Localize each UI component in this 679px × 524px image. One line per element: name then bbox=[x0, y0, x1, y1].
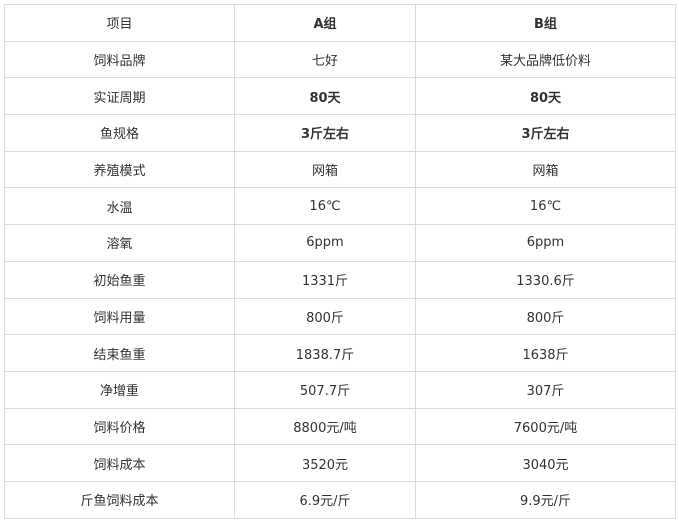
group-b-cell: 3040元 bbox=[415, 444, 676, 482]
table-row: 净增重 507.7斤 307斤 bbox=[4, 370, 676, 409]
group-a-cell: 507.7斤 bbox=[234, 370, 416, 409]
row-label-cell: 鱼规格 bbox=[4, 114, 235, 152]
group-b-cell: 6ppm bbox=[415, 224, 676, 262]
group-b-cell: 3斤左右 bbox=[415, 114, 676, 152]
group-a-cell: 3斤左右 bbox=[234, 114, 416, 152]
group-a-cell: 6.9元/斤 bbox=[234, 480, 416, 519]
table-row: 实证周期 80天 80天 bbox=[4, 77, 676, 116]
table-row: 饲料用量 800斤 800斤 bbox=[4, 297, 676, 336]
group-b-cell: 16℃ bbox=[415, 187, 676, 226]
table-header-row: 项目 A组 B组 bbox=[4, 4, 676, 42]
group-a-cell: 16℃ bbox=[234, 187, 416, 226]
row-label-cell: 净增重 bbox=[4, 370, 235, 409]
row-label-cell: 项目 bbox=[4, 4, 235, 42]
table-row: 结束鱼重 1838.7斤 1638斤 bbox=[4, 334, 676, 372]
row-label-cell: 实证周期 bbox=[4, 77, 235, 116]
group-b-cell: 800斤 bbox=[415, 297, 676, 336]
table-row: 饲料成本 3520元 3040元 bbox=[4, 444, 676, 482]
group-a-cell: 800斤 bbox=[234, 297, 416, 336]
group-b-cell: 1638斤 bbox=[415, 334, 676, 372]
row-label-cell: 溶氧 bbox=[4, 224, 235, 262]
group-a-cell: 8800元/吨 bbox=[234, 407, 416, 446]
table-row: 鱼规格 3斤左右 3斤左右 bbox=[4, 114, 676, 152]
group-a-cell: 1331斤 bbox=[234, 260, 416, 299]
group-a-cell: 1838.7斤 bbox=[234, 334, 416, 372]
table-row: 养殖模式 网箱 网箱 bbox=[4, 150, 676, 189]
group-a-cell: 6ppm bbox=[234, 224, 416, 262]
group-b-cell: 80天 bbox=[415, 77, 676, 116]
table-row: 斤鱼饲料成本 6.9元/斤 9.9元/斤 bbox=[4, 480, 676, 519]
group-b-cell: 某大品牌低价料 bbox=[415, 40, 676, 79]
group-a-cell: 网箱 bbox=[234, 150, 416, 189]
row-label-cell: 初始鱼重 bbox=[4, 260, 235, 299]
row-label-cell: 水温 bbox=[4, 187, 235, 226]
group-b-cell: B组 bbox=[415, 4, 676, 42]
group-b-cell: 7600元/吨 bbox=[415, 407, 676, 446]
row-label-cell: 饲料品牌 bbox=[4, 40, 235, 79]
table-row: 初始鱼重 1331斤 1330.6斤 bbox=[4, 260, 676, 299]
row-label-cell: 饲料成本 bbox=[4, 444, 235, 482]
row-label-cell: 养殖模式 bbox=[4, 150, 235, 189]
group-a-cell: 七好 bbox=[234, 40, 416, 79]
group-a-cell: 80天 bbox=[234, 77, 416, 116]
group-a-cell: 3520元 bbox=[234, 444, 416, 482]
group-b-cell: 1330.6斤 bbox=[415, 260, 676, 299]
group-b-cell: 网箱 bbox=[415, 150, 676, 189]
row-label-cell: 饲料用量 bbox=[4, 297, 235, 336]
group-b-cell: 307斤 bbox=[415, 370, 676, 409]
comparison-table: 项目 A组 B组 饲料品牌 七好 某大品牌低价料 实证周期 80天 80天 鱼规格 3斤左右 3斤左右… bbox=[4, 4, 676, 519]
group-b-cell: 9.9元/斤 bbox=[415, 480, 676, 519]
table-row: 水温 16℃ 16℃ bbox=[4, 187, 676, 226]
row-label-cell: 结束鱼重 bbox=[4, 334, 235, 372]
row-label-cell: 斤鱼饲料成本 bbox=[4, 480, 235, 519]
table-row: 溶氧 6ppm 6ppm bbox=[4, 224, 676, 262]
group-a-cell: A组 bbox=[234, 4, 416, 42]
row-label-cell: 饲料价格 bbox=[4, 407, 235, 446]
table-row: 饲料价格 8800元/吨 7600元/吨 bbox=[4, 407, 676, 446]
table-row: 饲料品牌 七好 某大品牌低价料 bbox=[4, 40, 676, 79]
